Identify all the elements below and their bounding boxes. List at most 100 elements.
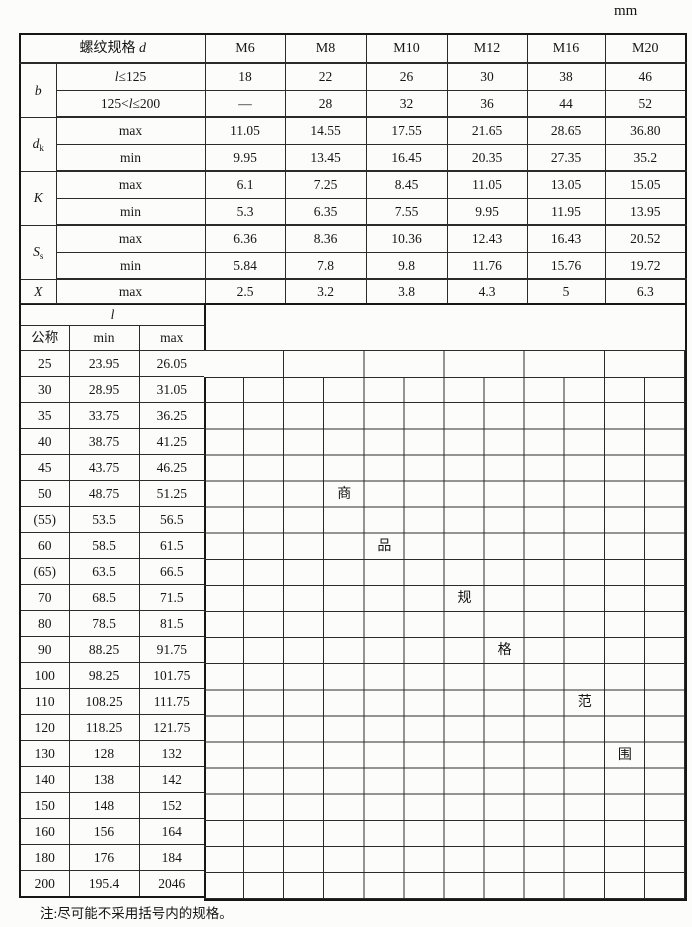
max-cell: 36.25: [138, 402, 206, 430]
value-cell: 7.25: [284, 170, 367, 199]
max-cell: 111.75: [138, 688, 206, 716]
min-cell: 118.25: [68, 714, 140, 742]
min-cell: 78.5: [68, 610, 140, 638]
max-cell: 31.05: [138, 376, 206, 404]
grid-top-gap: [204, 303, 687, 350]
row-label: min: [55, 251, 206, 280]
table-row: 60 58.5 61.5: [19, 532, 206, 560]
value-cell: 32: [365, 89, 448, 118]
italic-l: l: [128, 95, 133, 111]
min-cell: 98.25: [68, 662, 140, 690]
value-cell: 6.1: [204, 170, 286, 199]
spec-header-symbol: d: [139, 40, 146, 56]
min-cell: 195.4: [68, 870, 140, 898]
nominal-cell: 80: [19, 610, 70, 638]
value-cell: 38: [526, 62, 606, 91]
value-cell: 11.05: [446, 170, 528, 199]
min-cell: 48.75: [68, 480, 140, 508]
max-cell: 164: [138, 818, 206, 846]
value-cell: 15.05: [604, 170, 687, 199]
nominal-cell: 160: [19, 818, 70, 846]
table-row: 110 108.25 111.75: [19, 688, 206, 716]
value-cell: 2.5: [204, 278, 286, 305]
value-cell: 16.43: [526, 224, 606, 253]
param-s-label: Ss: [19, 224, 57, 280]
nominal-cell: 60: [19, 532, 70, 560]
value-cell: 3.2: [284, 278, 367, 305]
subscript-s: s: [39, 251, 44, 262]
table-row: 45 43.75 46.25: [19, 454, 206, 482]
nominal-cell: 70: [19, 584, 70, 612]
condition-text: 125<: [100, 95, 129, 111]
value-cell: 14.55: [284, 116, 367, 145]
nominal-cell: 50: [19, 480, 70, 508]
nominal-cell: (65): [19, 558, 70, 586]
max-cell: 142: [138, 766, 206, 794]
value-cell: 20.52: [604, 224, 687, 253]
table-row: (65) 63.5 66.5: [19, 558, 206, 586]
param-dk-label: dk: [19, 116, 57, 172]
row-label: max: [55, 116, 206, 145]
nominal-cell: 200: [19, 870, 70, 898]
value-cell: 8.45: [365, 170, 448, 199]
table-row: 140 138 142: [19, 766, 206, 794]
value-cell: 22: [284, 62, 367, 91]
min-cell: 88.25: [68, 636, 140, 664]
value-cell: 15.76: [526, 251, 606, 280]
value-cell: 27.35: [526, 143, 606, 172]
min-cell: 58.5: [68, 532, 140, 560]
max-cell: 26.05: [138, 350, 206, 378]
table-row: 35 33.75 36.25: [19, 402, 206, 430]
spec-header-cell: 螺纹规格 d: [19, 33, 206, 64]
nominal-cell: 110: [19, 688, 70, 716]
italic-d: d: [32, 136, 40, 152]
range-char-1: 商: [337, 486, 352, 502]
min-cell: 68.5: [68, 584, 140, 612]
min-cell: 63.5: [68, 558, 140, 586]
col-header: M8: [284, 33, 367, 64]
value-cell: 10.36: [365, 224, 448, 253]
length-header: l: [19, 302, 206, 327]
param-b-label: b: [19, 62, 57, 118]
value-cell: 7.55: [365, 197, 448, 226]
value-cell: 44: [526, 89, 606, 118]
row-label: max: [55, 224, 206, 253]
italic-s: S: [33, 244, 40, 260]
nominal-cell: 180: [19, 844, 70, 872]
max-cell: 61.5: [138, 532, 206, 560]
value-cell: 12.43: [446, 224, 528, 253]
param-k-label: K: [19, 170, 57, 226]
nominal-cell: 100: [19, 662, 70, 690]
nominal-cell: 25: [19, 350, 70, 378]
table-row: 25 23.95 26.05: [19, 350, 206, 378]
range-char-5: 范: [577, 695, 592, 711]
value-cell: 9.95: [446, 197, 528, 226]
table-row: 150 148 152: [19, 792, 206, 820]
max-cell: 132: [138, 740, 206, 768]
value-cell: 16.45: [365, 143, 448, 172]
value-cell: 17.55: [365, 116, 448, 145]
value-cell: 11.76: [446, 251, 528, 280]
nominal-cell: 130: [19, 740, 70, 768]
table-row: 160 156 164: [19, 818, 206, 846]
table-row: 90 88.25 91.75: [19, 636, 206, 664]
max-cell: 121.75: [138, 714, 206, 742]
value-cell: —: [204, 89, 286, 118]
value-cell: 8.36: [284, 224, 367, 253]
nominal-cell: 140: [19, 766, 70, 794]
value-cell: 19.72: [604, 251, 687, 280]
min-cell: 156: [68, 818, 140, 846]
table-row: 70 68.5 71.5: [19, 584, 206, 612]
value-cell: 11.95: [526, 197, 606, 226]
param-x-label: X: [19, 278, 57, 305]
col-header-min: min: [68, 325, 140, 352]
row-label: max: [55, 170, 206, 199]
nominal-cell: (55): [19, 506, 70, 534]
table-row: 120 118.25 121.75: [19, 714, 206, 742]
value-cell: 11.05: [204, 116, 286, 145]
value-cell: 52: [604, 89, 687, 118]
col-header-max: max: [138, 325, 206, 352]
condition-text: ≤200: [132, 95, 161, 111]
min-cell: 23.95: [68, 350, 140, 378]
table-row: 130 128 132: [19, 740, 206, 768]
